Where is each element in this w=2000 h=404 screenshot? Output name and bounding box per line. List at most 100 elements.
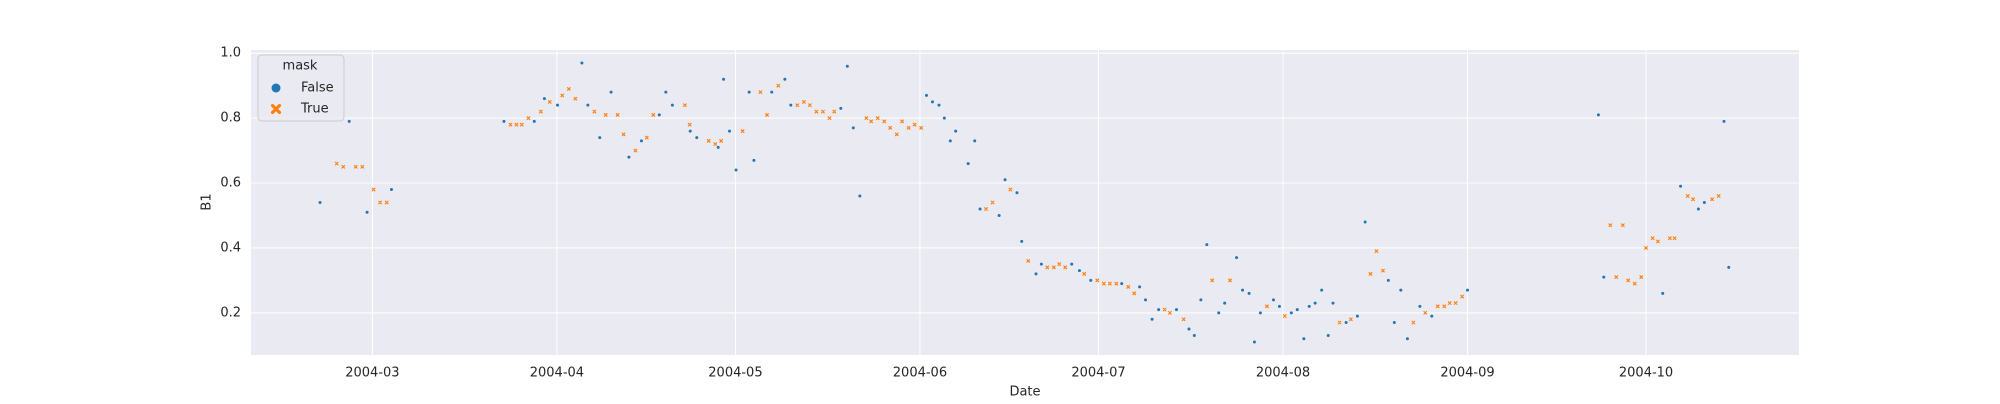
point [1656, 239, 1660, 244]
point [722, 77, 726, 81]
point [609, 90, 613, 94]
point [353, 164, 358, 169]
point [1418, 304, 1422, 308]
point [1430, 314, 1434, 318]
point [360, 164, 365, 169]
point [1672, 236, 1677, 241]
point [1199, 298, 1203, 302]
point [845, 64, 849, 68]
point [318, 201, 322, 204]
legend: mask False True [257, 54, 345, 122]
x-tick-label: 2004-10 [1619, 366, 1673, 381]
point [1026, 259, 1031, 263]
point [556, 103, 560, 107]
point [688, 129, 692, 133]
point [1120, 282, 1124, 286]
point [1302, 337, 1306, 341]
point [1282, 314, 1287, 318]
point [1626, 278, 1631, 283]
point [1039, 262, 1043, 266]
x-tick-label: 2004-03 [345, 366, 399, 381]
point [832, 109, 837, 114]
y-tick-label: 0.8 [220, 111, 241, 126]
point [1465, 288, 1469, 292]
point [1727, 265, 1731, 269]
point [627, 155, 631, 159]
point [1126, 284, 1131, 289]
point [586, 103, 590, 107]
point [1620, 223, 1625, 228]
point [783, 77, 787, 81]
point [1632, 281, 1637, 286]
point [371, 187, 376, 192]
point [1015, 191, 1019, 195]
point [1355, 314, 1359, 318]
point [1442, 304, 1447, 309]
point [621, 132, 626, 137]
point [802, 100, 806, 104]
point [1374, 249, 1379, 254]
point [858, 194, 862, 198]
point [1363, 220, 1367, 224]
point [1313, 301, 1317, 305]
point [644, 135, 649, 140]
point [1679, 184, 1683, 188]
legend-label: True [300, 102, 329, 117]
point [888, 125, 893, 130]
point [894, 132, 899, 137]
point [869, 119, 874, 124]
point [716, 145, 720, 149]
point [1423, 310, 1428, 315]
point [912, 122, 917, 127]
point [758, 90, 763, 95]
point [519, 122, 524, 127]
point [1392, 321, 1396, 325]
point [670, 103, 674, 107]
point [990, 200, 995, 205]
point [378, 200, 383, 205]
point [639, 139, 643, 143]
y-tick-label: 1.0 [220, 46, 241, 61]
point [687, 122, 692, 127]
point [1168, 310, 1172, 315]
point [1045, 265, 1050, 270]
point [1217, 311, 1221, 315]
point [1162, 307, 1167, 312]
point [997, 213, 1001, 217]
point [695, 136, 699, 140]
point [580, 61, 584, 65]
point [598, 136, 602, 140]
point [603, 113, 608, 117]
point [1344, 321, 1348, 325]
point [1082, 271, 1087, 276]
legend-marker [270, 103, 282, 115]
y-tick-label: 0.2 [220, 305, 241, 320]
point [1289, 311, 1293, 315]
point [1150, 317, 1154, 321]
point [526, 116, 531, 121]
point [384, 200, 389, 205]
point [1187, 327, 1191, 331]
point [1223, 301, 1227, 305]
point [765, 113, 769, 117]
point [1258, 311, 1262, 315]
legend-title: mask [283, 59, 318, 74]
point [1174, 308, 1178, 312]
point [1650, 236, 1655, 241]
point [1265, 304, 1269, 309]
point [776, 83, 781, 88]
point [1077, 269, 1081, 273]
legend-marker [271, 83, 281, 93]
x-tick-label: 2004-06 [893, 366, 947, 381]
point [664, 90, 668, 94]
point [1710, 197, 1714, 202]
point [1034, 272, 1038, 276]
point [1089, 278, 1093, 282]
point [1460, 294, 1465, 299]
point [814, 109, 819, 114]
point [1138, 285, 1142, 289]
point [1337, 320, 1342, 325]
point [734, 168, 738, 172]
point [508, 122, 513, 127]
